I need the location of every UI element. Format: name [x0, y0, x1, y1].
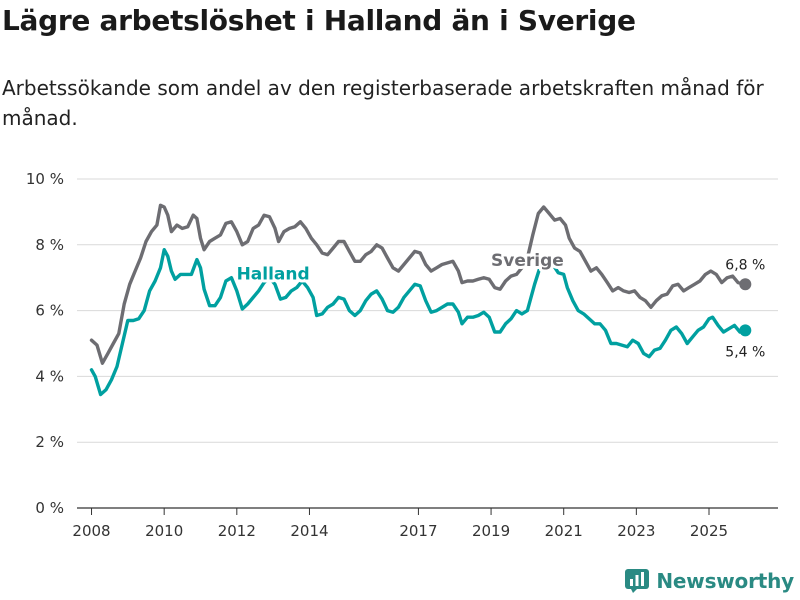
x-tick-label: 2010 — [145, 522, 183, 540]
y-tick-label: 4 % — [35, 367, 64, 385]
series-line-sverige — [89, 203, 747, 365]
end-value-label-halland: 5,4 % — [725, 344, 765, 360]
grid-layer — [77, 178, 778, 509]
series-end-point-halland — [739, 324, 752, 337]
x-tick-label: 2008 — [72, 522, 110, 540]
axis-layer: 0 % 2 % 4 % 6 % 8 % 10 % 2008 2010 2012 2014 2017 2… — [26, 170, 728, 540]
y-tick-label: 6 % — [35, 302, 64, 320]
y-tick-label: 8 % — [35, 236, 64, 254]
series-line-halland — [89, 248, 747, 397]
newsworthy-logo-icon — [625, 569, 650, 593]
x-tick-label: 2019 — [472, 522, 510, 540]
series-end-point-sverige — [739, 278, 752, 291]
x-tick-label: 2025 — [690, 522, 728, 540]
y-tick-label: 0 % — [35, 499, 64, 517]
x-tick-label: 2014 — [290, 522, 328, 540]
x-tick-label: 2021 — [545, 522, 583, 540]
y-tick-label: 10 % — [26, 170, 64, 188]
chart-subtitle: Arbetssökande som andel av den registerb… — [2, 76, 764, 130]
newsworthy-brand[interactable]: Newsworthy — [624, 568, 794, 594]
series-label-halo-halland: Halland — [237, 264, 310, 284]
x-tick-label: 2023 — [617, 522, 655, 540]
x-tick-label: 2012 — [218, 522, 256, 540]
series-label-halo-sverige: Sverige — [491, 251, 564, 271]
x-tick-label: 2017 — [399, 522, 437, 540]
series-label-sverige: Sverige — [491, 251, 564, 271]
y-tick-label: 2 % — [35, 433, 64, 451]
series-layer — [89, 203, 752, 397]
page-title: Lägre arbetslöshet i Halland än i Sverig… — [2, 4, 636, 37]
series-label-halland: Halland — [237, 264, 310, 284]
brand-name: Newsworthy — [656, 569, 794, 593]
end-value-label-sverige: 6,8 % — [725, 257, 765, 273]
